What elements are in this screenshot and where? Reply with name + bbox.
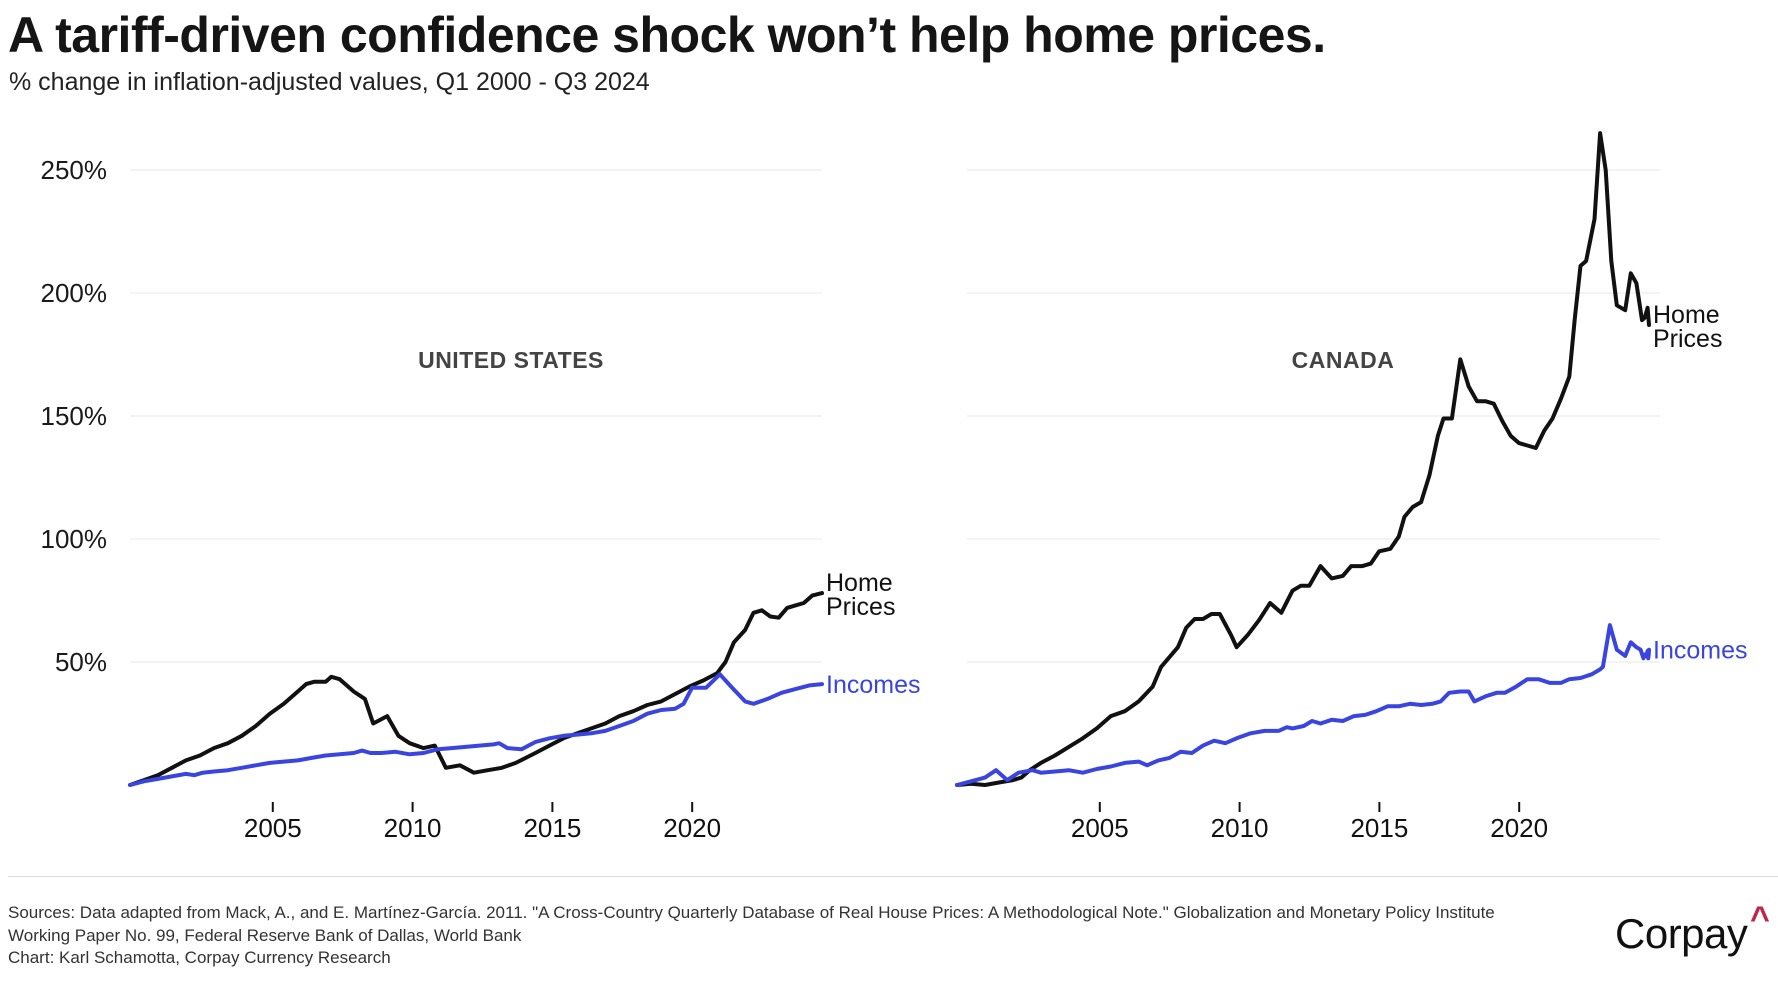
corpay-logo: Corpay ^ [1615,900,1770,958]
logo-text: Corpay [1615,910,1748,957]
home-prices-line [128,591,824,787]
x-tick-label: 2020 [1490,813,1548,843]
home-prices-line [955,131,1651,787]
panel-title: UNITED STATES [418,347,604,373]
chart-panel-united-states: 50% 100% 150% 200% 250% 2005 2010 2015 2020 UNITE… [41,155,921,843]
chart-canvas: 50% 100% 150% 200% 250% 2005 2010 2015 2020 UNITE… [41,131,1747,843]
y-tick-label: 250% [41,155,108,185]
x-tick-label: 2015 [523,813,581,843]
x-tick-label: 2020 [663,813,721,843]
x-tick-label: 2015 [1350,813,1408,843]
home-prices-label: Prices [826,593,895,621]
incomes-label: Incomes [1653,637,1747,665]
y-tick-label: 100% [41,524,108,554]
incomes-line [955,623,1651,787]
footer-divider [8,876,1778,877]
chart-credit: Chart: Karl Schamotta, Corpay Currency R… [8,948,391,967]
home-prices-label: Home [1653,301,1720,329]
x-tick-label: 2005 [1071,813,1129,843]
incomes-label: Incomes [826,671,920,699]
y-tick-label: 150% [41,401,108,431]
incomes-line [128,672,824,787]
sources-note: Sources: Data adapted from Mack, A., and… [8,902,1495,970]
y-tick-label: 200% [41,278,108,308]
x-tick-label: 2010 [384,813,442,843]
sources-line: Working Paper No. 99, Federal Reserve Ba… [8,925,522,945]
x-tick-label: 2005 [244,813,302,843]
sources-line: Sources: Data adapted from Mack, A., and… [8,903,1495,922]
y-tick-label: 50% [55,647,107,677]
logo-caret-icon: ^ [1750,900,1770,938]
chart-subtitle: % change in inflation-adjusted values, Q… [9,68,650,96]
home-prices-label: Home [826,569,893,597]
panel-title: CANADA [1292,347,1395,373]
x-tick-label: 2010 [1211,813,1269,843]
chart-title: A tariff-driven confidence shock won’t h… [8,7,1326,63]
home-prices-label: Prices [1653,325,1722,353]
